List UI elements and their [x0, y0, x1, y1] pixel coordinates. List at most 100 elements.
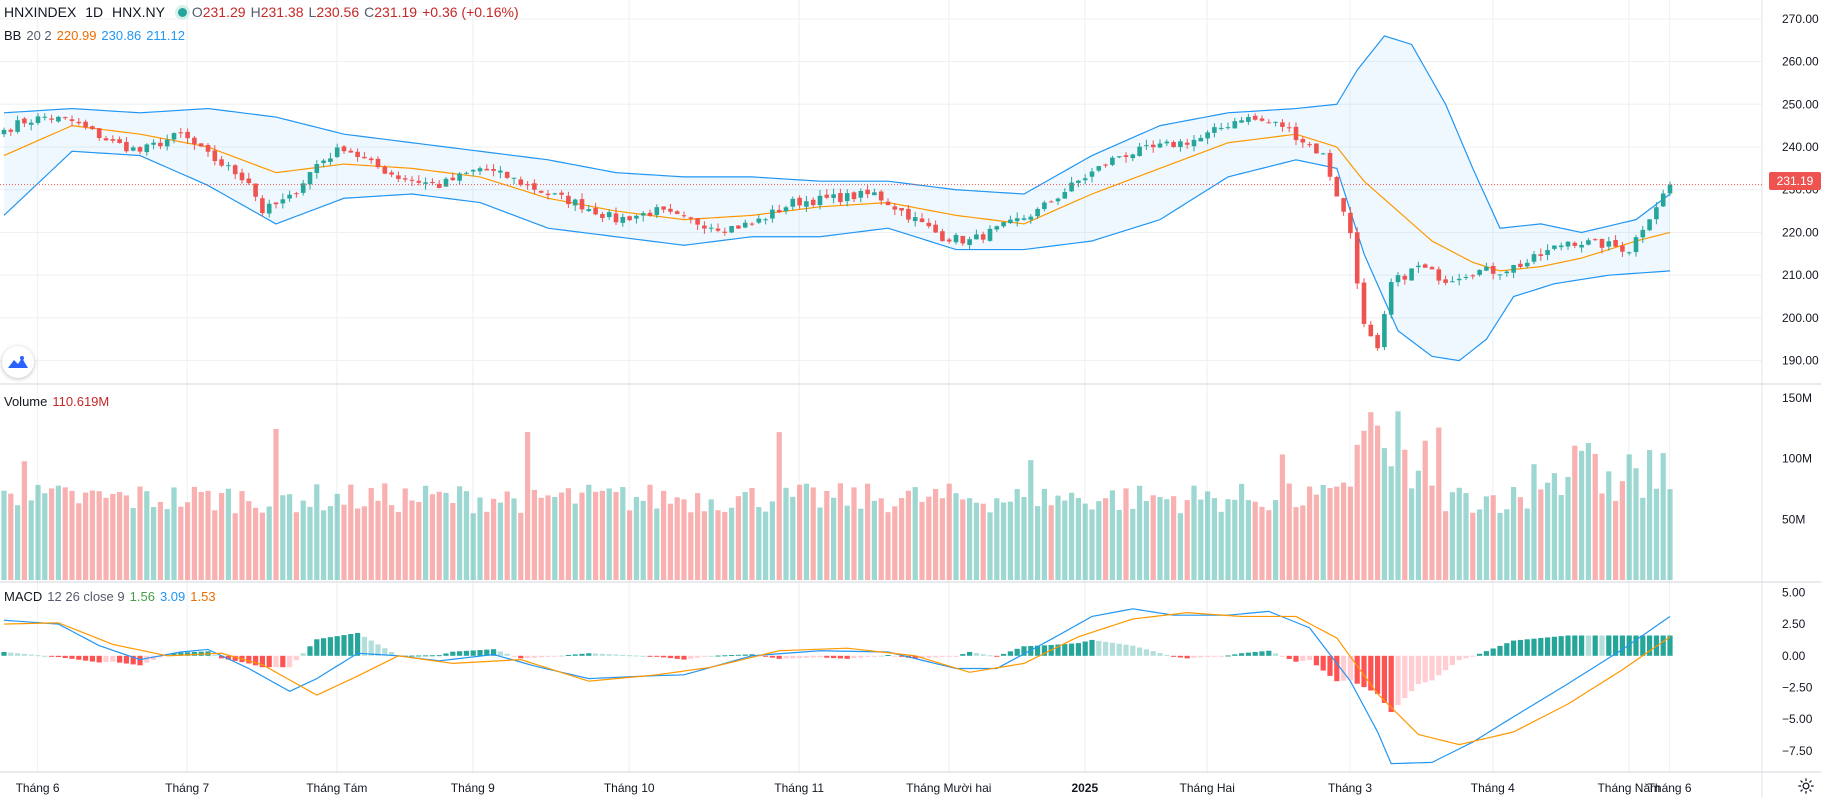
- candle: [294, 191, 299, 198]
- candle: [253, 183, 258, 202]
- macd-hist-bar: [1626, 635, 1632, 656]
- candle: [1334, 175, 1340, 197]
- volume-bar: [259, 512, 265, 580]
- tradingview-logo-icon[interactable]: [2, 346, 34, 378]
- volume-bar: [117, 491, 123, 580]
- candle: [1552, 245, 1557, 251]
- macd-hist-bar: [973, 653, 979, 656]
- candle: [1409, 268, 1414, 281]
- gear-icon[interactable]: [1797, 777, 1815, 795]
- symbol-name[interactable]: HNXINDEX: [4, 4, 77, 20]
- macd-hist-bar: [191, 651, 197, 656]
- candle: [1620, 241, 1625, 257]
- candle: [416, 175, 422, 186]
- volume-bar: [1225, 499, 1231, 580]
- macd-hist-bar: [28, 654, 34, 656]
- macd-hist-bar: [620, 654, 626, 656]
- candle: [8, 128, 14, 136]
- candle: [511, 177, 517, 185]
- volume-bar: [1443, 511, 1449, 580]
- candle: [1076, 179, 1081, 188]
- candle: [606, 209, 612, 220]
- volume-bar: [1177, 513, 1183, 580]
- volume-bar: [518, 512, 524, 580]
- macd-hist-bar: [1252, 651, 1258, 656]
- candle: [1490, 262, 1496, 280]
- volume-bar: [742, 492, 748, 580]
- candle: [783, 205, 789, 215]
- candle: [797, 195, 802, 209]
- volume-bar: [1116, 509, 1122, 580]
- volume-bar: [640, 500, 646, 580]
- volume-bar: [1347, 486, 1353, 580]
- volume-bar: [749, 488, 755, 580]
- candle: [212, 145, 218, 166]
- candle: [518, 176, 524, 187]
- macd-hist-bar: [348, 634, 354, 656]
- macd-hist-bar: [599, 653, 605, 656]
- candle: [640, 211, 646, 222]
- macd-hist-bar: [1007, 651, 1013, 656]
- volume-bar: [477, 497, 483, 580]
- candle: [586, 204, 592, 212]
- macd-line-value: 3.09: [159, 589, 186, 604]
- candle: [1518, 260, 1523, 269]
- candle: [919, 213, 925, 223]
- macd-hist-bar: [1177, 655, 1183, 658]
- candle: [1341, 197, 1346, 216]
- candle: [124, 136, 129, 153]
- macd-hist-bar: [1273, 653, 1279, 656]
- volume-bar: [810, 487, 816, 580]
- time-tick-label: Tháng 9: [451, 781, 495, 795]
- bb-basis-line: [3, 125, 1671, 272]
- volume-bar: [1211, 498, 1217, 580]
- candle: [1572, 241, 1578, 249]
- candle: [396, 171, 401, 182]
- candle: [1171, 140, 1176, 148]
- macd-hist-bar: [939, 655, 945, 657]
- candle: [940, 228, 945, 242]
- macd-hist-bar: [130, 655, 136, 665]
- volume-bar: [389, 505, 395, 580]
- macd-hist-bar: [1198, 655, 1204, 658]
- macd-hist-bar: [368, 640, 374, 656]
- volume-bar: [1164, 499, 1170, 580]
- bb-legend[interactable]: BB 20 2 220.99 230.86 211.12: [4, 28, 190, 43]
- volume-bar: [361, 506, 367, 580]
- candle: [1191, 135, 1197, 152]
- candle: [763, 217, 768, 225]
- volume-bar: [1300, 505, 1306, 580]
- macd-hist-bar: [334, 636, 340, 656]
- volume-bar: [1048, 505, 1054, 580]
- high-label: H: [250, 4, 261, 20]
- candle: [1613, 235, 1618, 248]
- macd-hist-bar: [1089, 639, 1095, 656]
- volume-bar: [157, 501, 163, 580]
- price-tick-label: 240.00: [1782, 140, 1819, 154]
- volume-legend[interactable]: Volume 110.619M: [4, 394, 114, 409]
- interval-label[interactable]: 1D: [85, 4, 104, 20]
- volume-bar: [708, 499, 714, 580]
- volume-bar: [212, 510, 218, 580]
- candle: [1436, 266, 1442, 285]
- candle: [49, 114, 54, 124]
- macd-hist-bar: [783, 655, 789, 659]
- volume-bars: [1, 411, 1673, 580]
- macd-hist-bar: [742, 654, 748, 656]
- candle: [1062, 188, 1068, 199]
- macd-hist-bar: [749, 654, 755, 656]
- candle: [1130, 153, 1136, 162]
- volume-bar: [375, 500, 381, 580]
- candle: [1429, 265, 1435, 270]
- candle: [151, 139, 156, 150]
- volume-bar: [123, 495, 129, 580]
- candle: [552, 192, 558, 196]
- macd-hist-bar: [688, 655, 694, 659]
- macd-hist-bar: [579, 653, 585, 656]
- volume-bar: [1633, 468, 1639, 580]
- candle: [1, 127, 7, 138]
- macd-hist-bar: [463, 650, 469, 656]
- volume-bar: [960, 499, 966, 580]
- macd-legend[interactable]: MACD 12 26 close 9 1.56 3.09 1.53: [4, 589, 221, 604]
